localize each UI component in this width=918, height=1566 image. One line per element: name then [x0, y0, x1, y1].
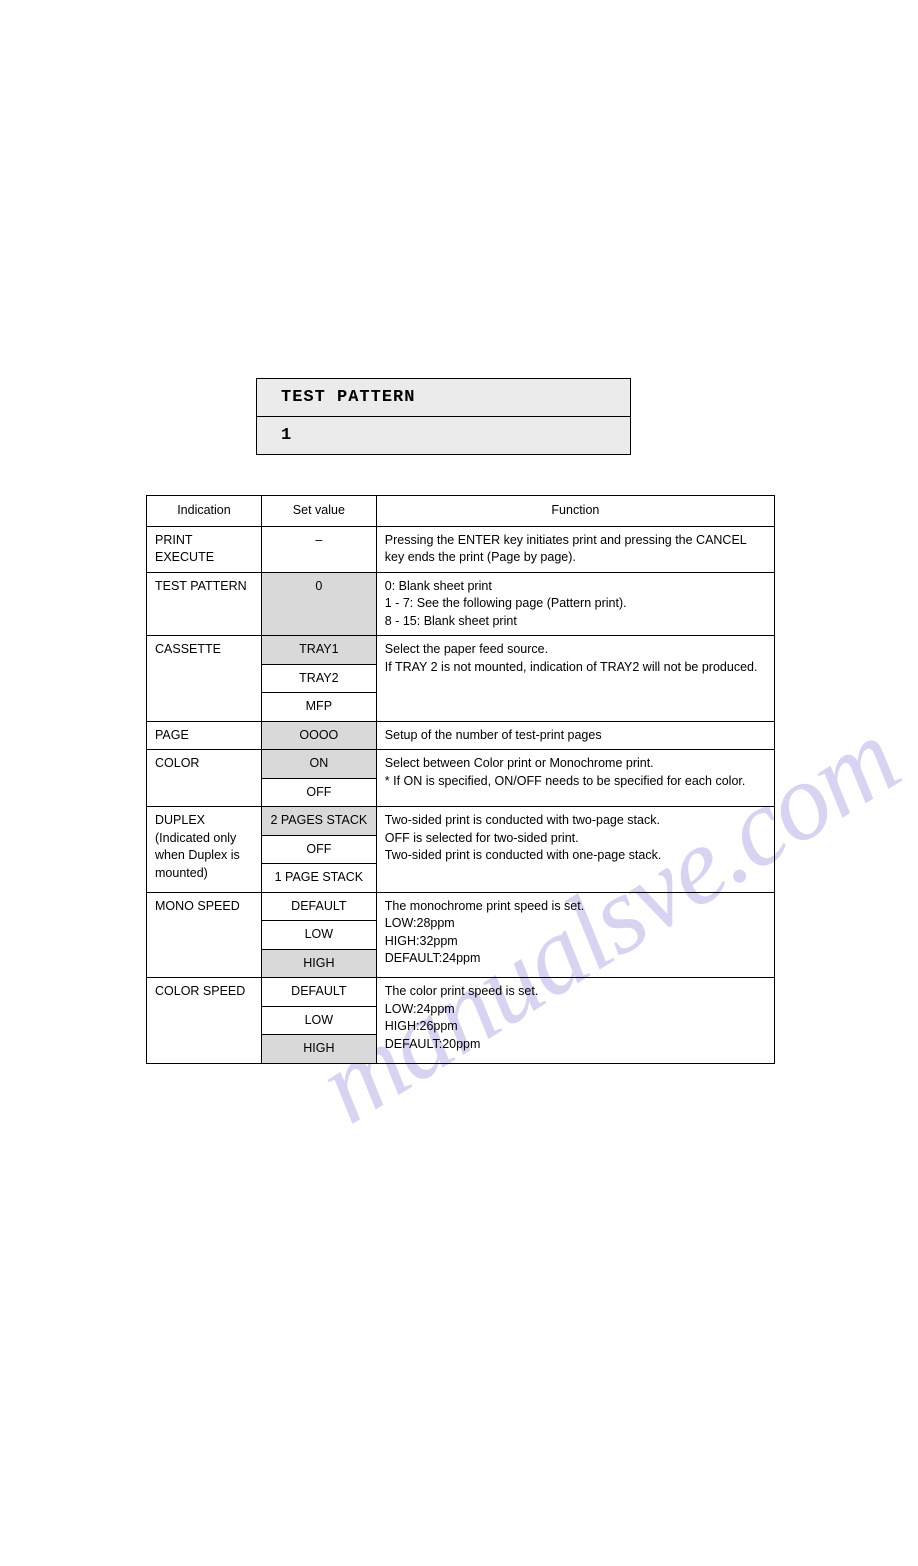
table-row: COLOR SPEED DEFAULT The color print spee…: [147, 978, 775, 1007]
function-line: Select between Color print or Monochrome…: [385, 756, 654, 770]
cell-setvalue: OOOO: [261, 721, 376, 750]
function-line: If TRAY 2 is not mounted, indication of …: [385, 660, 758, 674]
cell-setvalue: HIGH: [261, 949, 376, 978]
function-line: 1 - 7: See the following page (Pattern p…: [385, 596, 627, 610]
function-line: DEFAULT:20ppm: [385, 1037, 481, 1051]
cell-setvalue: 1 PAGE STACK: [261, 864, 376, 893]
cell-setvalue: TRAY1: [261, 636, 376, 665]
table-row: CASSETTE TRAY1 Select the paper feed sou…: [147, 636, 775, 665]
function-line: The color print speed is set.: [385, 984, 539, 998]
cell-setvalue: –: [261, 526, 376, 572]
header-indication: Indication: [147, 496, 262, 527]
function-line: LOW:28ppm: [385, 916, 455, 930]
cell-function: Select between Color print or Monochrome…: [376, 750, 774, 807]
cell-setvalue: DEFAULT: [261, 892, 376, 921]
table-row: DUPLEX (Indicated only when Duplex is mo…: [147, 807, 775, 836]
cell-indication: DUPLEX (Indicated only when Duplex is mo…: [147, 807, 262, 893]
cell-setvalue: HIGH: [261, 1035, 376, 1064]
cell-setvalue: OFF: [261, 778, 376, 807]
function-line: HIGH:32ppm: [385, 934, 458, 948]
function-line: Two-sided print is conducted with one-pa…: [385, 848, 662, 862]
display-title: TEST PATTERN: [257, 379, 630, 417]
cell-indication: CASSETTE: [147, 636, 262, 722]
indication-line: DUPLEX: [155, 813, 205, 827]
cell-function: 0: Blank sheet print 1 - 7: See the foll…: [376, 572, 774, 636]
function-line: DEFAULT:24ppm: [385, 951, 481, 965]
header-setvalue: Set value: [261, 496, 376, 527]
cell-indication: TEST PATTERN: [147, 572, 262, 636]
page-content: TEST PATTERN 1 Indication Set value Func…: [0, 378, 918, 1064]
table-row: COLOR ON Select between Color print or M…: [147, 750, 775, 779]
function-line: 0: Blank sheet print: [385, 579, 492, 593]
settings-table: Indication Set value Function PRINT EXEC…: [146, 495, 775, 1064]
cell-setvalue: ON: [261, 750, 376, 779]
cell-setvalue: DEFAULT: [261, 978, 376, 1007]
cell-indication: MONO SPEED: [147, 892, 262, 978]
cell-setvalue: LOW: [261, 921, 376, 950]
function-line: * If ON is specified, ON/OFF needs to be…: [385, 774, 746, 788]
cell-setvalue: MFP: [261, 693, 376, 722]
indication-line: (Indicated only when Duplex is mounted): [155, 831, 240, 880]
function-line: Select the paper feed source.: [385, 642, 548, 656]
table-header-row: Indication Set value Function: [147, 496, 775, 527]
function-line: OFF is selected for two-sided print.: [385, 831, 579, 845]
function-line: HIGH:26ppm: [385, 1019, 458, 1033]
display-panel: TEST PATTERN 1: [256, 378, 631, 455]
cell-setvalue: 2 PAGES STACK: [261, 807, 376, 836]
function-line: The monochrome print speed is set.: [385, 899, 584, 913]
cell-function: Two-sided print is conducted with two-pa…: [376, 807, 774, 893]
cell-function: The monochrome print speed is set. LOW:2…: [376, 892, 774, 978]
cell-setvalue: 0: [261, 572, 376, 636]
cell-setvalue: TRAY2: [261, 664, 376, 693]
cell-indication: COLOR: [147, 750, 262, 807]
cell-setvalue: OFF: [261, 835, 376, 864]
cell-function: Setup of the number of test-print pages: [376, 721, 774, 750]
cell-indication: COLOR SPEED: [147, 978, 262, 1064]
table-row: MONO SPEED DEFAULT The monochrome print …: [147, 892, 775, 921]
function-line: LOW:24ppm: [385, 1002, 455, 1016]
cell-indication: PAGE: [147, 721, 262, 750]
cell-function: The color print speed is set. LOW:24ppm …: [376, 978, 774, 1064]
cell-indication: PRINT EXECUTE: [147, 526, 262, 572]
table-row: TEST PATTERN 0 0: Blank sheet print 1 - …: [147, 572, 775, 636]
cell-function: Pressing the ENTER key initiates print a…: [376, 526, 774, 572]
table-row: PRINT EXECUTE – Pressing the ENTER key i…: [147, 526, 775, 572]
cell-function: Select the paper feed source. If TRAY 2 …: [376, 636, 774, 722]
function-line: Two-sided print is conducted with two-pa…: [385, 813, 660, 827]
function-line: 8 - 15: Blank sheet print: [385, 614, 517, 628]
cell-setvalue: LOW: [261, 1006, 376, 1035]
header-function: Function: [376, 496, 774, 527]
table-row: PAGE OOOO Setup of the number of test-pr…: [147, 721, 775, 750]
display-value: 1: [257, 417, 630, 454]
